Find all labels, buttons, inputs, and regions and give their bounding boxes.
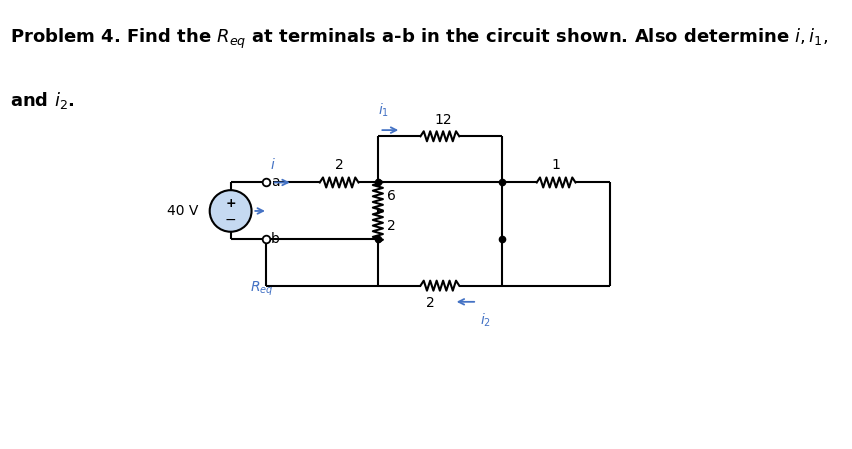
Text: 1: 1 [551, 158, 560, 172]
Text: $R_{eq}$: $R_{eq}$ [250, 279, 273, 298]
Text: 2: 2 [426, 296, 435, 310]
Text: 40 V: 40 V [166, 204, 198, 218]
Text: 2: 2 [387, 219, 395, 233]
Text: $i_1$: $i_1$ [377, 102, 389, 119]
Text: 2: 2 [334, 158, 343, 172]
Text: a: a [271, 176, 279, 189]
Text: 12: 12 [435, 113, 452, 127]
Text: b: b [271, 233, 279, 247]
Text: −: − [225, 213, 236, 227]
Circle shape [210, 190, 251, 232]
Text: 6: 6 [387, 189, 395, 203]
Text: and $i_2$.: and $i_2$. [10, 90, 75, 111]
Text: +: + [225, 197, 236, 210]
Text: Problem 4. Find the $R_{eq}$ at terminals a-b in the circuit shown. Also determi: Problem 4. Find the $R_{eq}$ at terminal… [10, 27, 827, 51]
Text: $i$: $i$ [270, 157, 275, 172]
Text: $i_2$: $i_2$ [480, 312, 491, 329]
